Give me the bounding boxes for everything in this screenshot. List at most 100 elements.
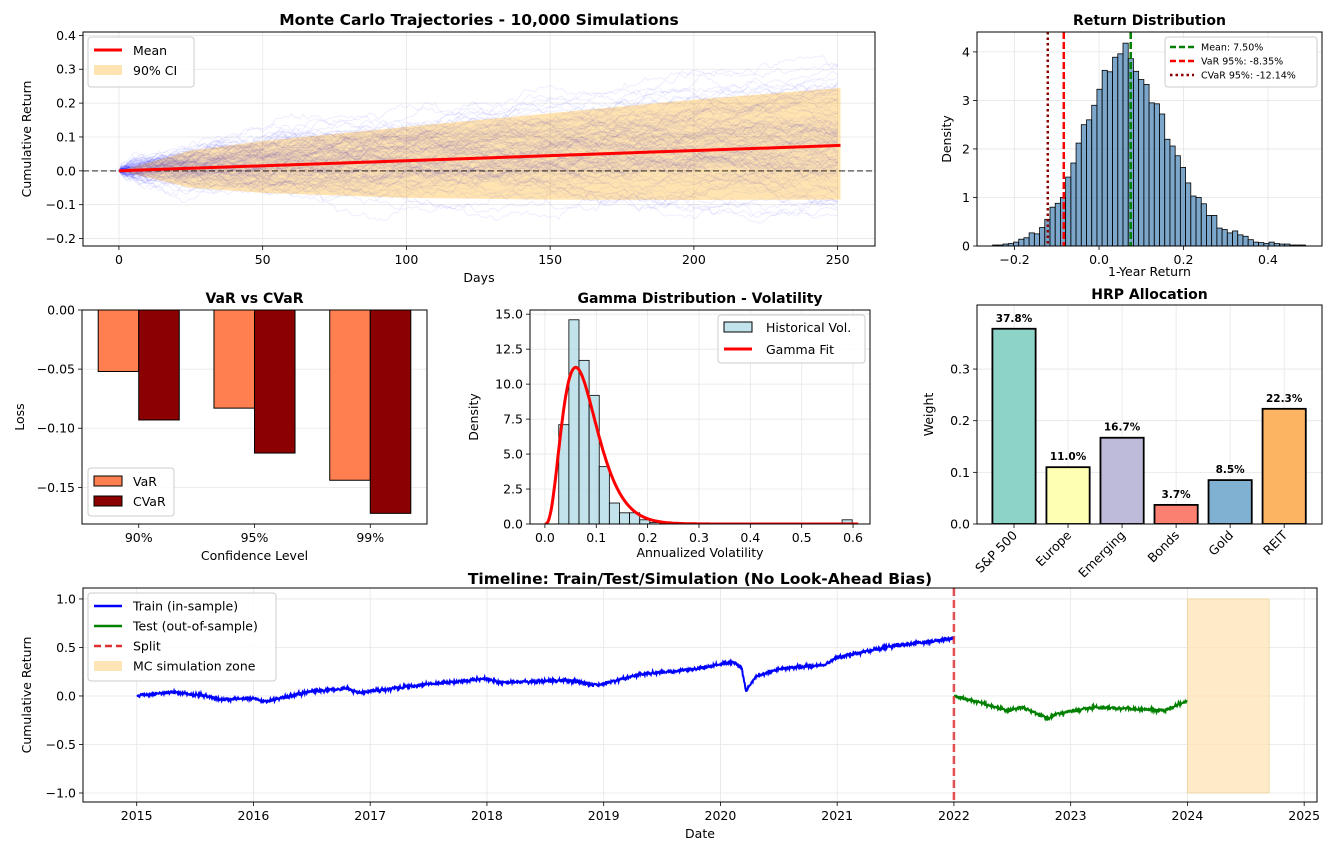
trajectory-line xyxy=(118,119,838,176)
histogram-bar xyxy=(1091,104,1098,246)
x-axis-label: Days xyxy=(463,270,494,285)
trajectory-line xyxy=(118,104,838,172)
trajectory-line xyxy=(118,121,838,173)
y-axis-label: Density xyxy=(466,393,481,441)
mc-plot-area xyxy=(83,32,875,246)
x-tick-label: Gold xyxy=(1205,528,1236,559)
histogram-bar xyxy=(1200,203,1207,246)
mc-panel: 0 50 100 150 200 250 −0.2 −0.1 0.0 0.1 0.2 0.3 0.4 Mo… xyxy=(19,11,876,285)
histogram-bar xyxy=(619,512,630,524)
y-tick-label: −0.5 xyxy=(46,737,76,752)
legend-label: 90% CI xyxy=(133,63,177,78)
legend xyxy=(1164,36,1318,88)
x-tick-label: 2019 xyxy=(588,808,620,823)
x-tick-label: 0.1 xyxy=(586,530,606,545)
ci-band xyxy=(118,87,841,200)
legend-label: Split xyxy=(133,639,161,654)
legend-label: Test (out-of-sample) xyxy=(132,619,258,634)
y-tick-label: 0.3 xyxy=(950,362,970,377)
axes-frame xyxy=(82,31,876,247)
trajectory-line xyxy=(118,125,838,190)
vc-plot-area xyxy=(82,310,427,514)
y-tick-label: 5.0 xyxy=(503,447,523,462)
trajectory-line xyxy=(118,142,838,192)
trajectory-line xyxy=(118,157,838,224)
trajectory-line xyxy=(118,135,838,178)
x-axis-label: Annualized Volatility xyxy=(636,545,764,560)
histogram-bar xyxy=(1070,162,1077,246)
x-tick-label: 90% xyxy=(125,530,153,545)
trajectory-line xyxy=(118,134,838,172)
histogram-bar xyxy=(1242,235,1249,246)
trajectory-line xyxy=(118,159,838,193)
trajectory-line xyxy=(118,148,838,194)
histogram-bar xyxy=(1258,242,1265,246)
x-tick-label: 150 xyxy=(538,252,562,267)
trajectory-line xyxy=(118,168,838,220)
legend-label: Mean: 7.50% xyxy=(1201,43,1263,54)
chart-title: Gamma Distribution - Volatility xyxy=(577,291,822,307)
legend-label: Mean xyxy=(133,43,167,58)
histogram-bar xyxy=(1112,56,1119,246)
histogram-bar xyxy=(1252,241,1259,246)
trajectory-line xyxy=(118,152,838,201)
allocation-bar xyxy=(1045,466,1091,524)
tl-panel: 2015 2016 2017 2018 2019 2020 2021 2022 2023 2024… xyxy=(19,570,1320,841)
trajectory-line xyxy=(118,74,838,182)
y-tick-label: 0.5 xyxy=(56,640,76,655)
trajectory-line xyxy=(118,84,838,173)
x-tick-label: 0.0 xyxy=(535,530,555,545)
x-axis-label: 1-Year Return xyxy=(1108,264,1191,279)
y-tick-label: 0.00 xyxy=(47,303,75,318)
y-tick-label: −0.10 xyxy=(37,421,75,436)
trajectory-line xyxy=(118,124,838,191)
bar-value-label: 8.5% xyxy=(1216,464,1246,476)
y-tick-label: 0.1 xyxy=(56,129,76,144)
trajectory-line xyxy=(118,157,838,199)
x-tick-label: 0 xyxy=(115,252,123,267)
histogram-bar xyxy=(1174,155,1181,246)
legend-label: VaR 95%: -8.35% xyxy=(1201,57,1283,68)
y-tick-label: 10.0 xyxy=(495,377,523,392)
train-line xyxy=(136,635,954,705)
trajectory-line xyxy=(118,154,838,195)
gd-plot-area xyxy=(530,310,870,524)
trajectory-line xyxy=(118,87,838,178)
y-tick-label: 0.0 xyxy=(56,688,76,703)
trajectory-line xyxy=(118,83,838,172)
trajectory-line xyxy=(118,144,838,207)
bar-value-label: 22.3% xyxy=(1266,393,1303,405)
y-tick-label: 4 xyxy=(962,44,970,59)
trajectory-line xyxy=(118,164,838,194)
trajectory-line xyxy=(118,130,838,173)
trajectory-line xyxy=(118,105,838,172)
legend-label: CVaR 95%: -12.14% xyxy=(1201,71,1296,82)
histogram-bar xyxy=(1206,215,1213,246)
trajectory-line xyxy=(118,162,838,222)
trajectory-line xyxy=(118,118,838,173)
y-axis-label: Density xyxy=(939,115,954,163)
y-tick-label: 2 xyxy=(962,141,970,156)
trajectory-line xyxy=(118,116,838,180)
x-tick-label: 0.6 xyxy=(843,530,863,545)
histogram-bar xyxy=(1028,232,1035,246)
allocation-bar xyxy=(1099,436,1145,524)
histogram-bar xyxy=(1054,202,1061,246)
histogram-bar xyxy=(1023,237,1030,246)
x-tick-label: 2020 xyxy=(705,808,737,823)
trajectory-line xyxy=(118,115,838,178)
bar-value-label: 37.8% xyxy=(996,313,1033,325)
trajectory-line xyxy=(118,144,838,203)
histogram-bar xyxy=(1247,239,1254,246)
legend-swatch xyxy=(93,495,123,507)
trajectory-line xyxy=(118,120,838,182)
histogram-bar xyxy=(1226,232,1233,246)
trajectory-line xyxy=(118,170,838,219)
trajectory-line xyxy=(118,123,838,173)
x-tick-label: 2025 xyxy=(1288,808,1320,823)
trajectory-line xyxy=(118,146,838,198)
axes-frame xyxy=(976,31,1323,247)
var-bar xyxy=(213,310,255,409)
trajectory-line xyxy=(118,90,838,177)
y-tick-label: −1.0 xyxy=(46,785,76,800)
